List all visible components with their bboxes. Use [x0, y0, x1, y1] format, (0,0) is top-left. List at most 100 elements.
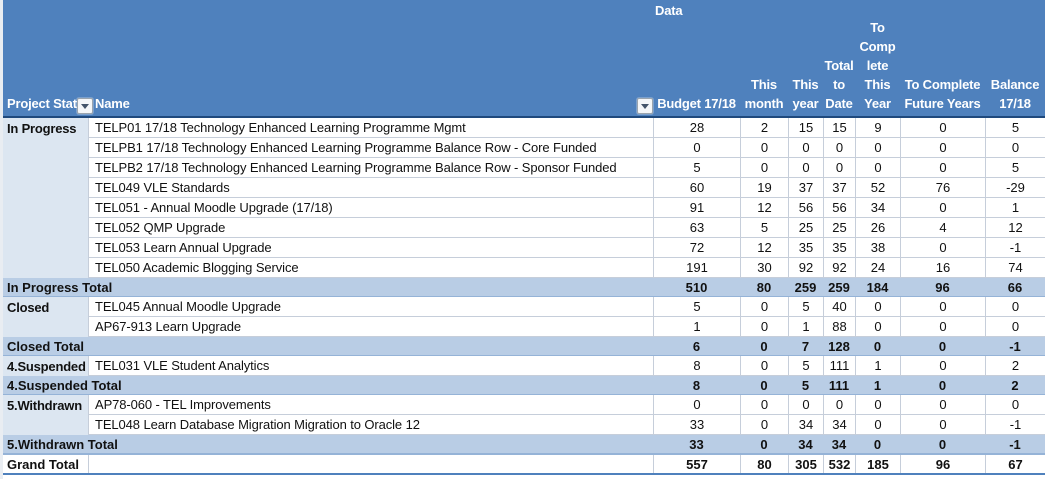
status-cell[interactable]	[3, 138, 88, 158]
value-cell[interactable]: 40	[823, 297, 855, 317]
value-cell[interactable]: 56	[788, 198, 823, 218]
value-cell[interactable]: 0	[855, 138, 900, 158]
value-cell[interactable]: -29	[985, 178, 1045, 198]
project-status-filter-button[interactable]	[77, 98, 93, 114]
column-header-budget[interactable]: Budget 17/18	[657, 96, 736, 111]
value-cell[interactable]: 1	[985, 198, 1045, 218]
value-cell[interactable]: 0	[938, 338, 947, 354]
value-cell[interactable]: 0	[788, 395, 823, 415]
name-cell[interactable]: TELPB2 17/18 Technology Enhanced Learnin…	[88, 158, 653, 178]
value-cell[interactable]: 0	[900, 198, 985, 218]
value-cell[interactable]: 34	[798, 436, 813, 452]
value-cell[interactable]: 0	[938, 377, 947, 393]
status-cell[interactable]	[3, 218, 88, 238]
status-cell[interactable]: 5.Withdrawn	[3, 395, 88, 415]
value-cell[interactable]: 24	[855, 258, 900, 278]
column-header-project-status[interactable]: Project Stat	[7, 96, 77, 111]
name-cell[interactable]: AP67-913 Learn Upgrade	[88, 317, 653, 337]
value-cell[interactable]: 0	[985, 138, 1045, 158]
value-cell[interactable]: 33	[653, 415, 740, 435]
value-cell[interactable]: 2	[740, 118, 788, 138]
value-cell[interactable]: 0	[760, 377, 768, 393]
value-cell[interactable]: 67	[985, 455, 1045, 473]
value-cell[interactable]: 0	[873, 338, 882, 354]
value-cell[interactable]: 35	[823, 238, 855, 258]
value-cell[interactable]: 33	[689, 436, 704, 452]
value-cell[interactable]: 0	[900, 138, 985, 158]
value-cell[interactable]: 0	[788, 158, 823, 178]
value-cell[interactable]: 60	[653, 178, 740, 198]
value-cell[interactable]: 0	[740, 297, 788, 317]
value-cell[interactable]: 128	[828, 338, 850, 354]
name-cell[interactable]: TEL048 Learn Database Migration Migratio…	[88, 415, 653, 435]
name-cell[interactable]: TEL052 QMP Upgrade	[88, 218, 653, 238]
status-cell[interactable]: Closed	[3, 297, 88, 317]
value-cell[interactable]: 16	[900, 258, 985, 278]
status-cell[interactable]	[3, 415, 88, 435]
value-cell[interactable]: 35	[788, 238, 823, 258]
value-cell[interactable]: 38	[855, 238, 900, 258]
value-cell[interactable]: -1	[1009, 436, 1021, 452]
value-cell[interactable]: 92	[823, 258, 855, 278]
value-cell[interactable]: 0	[938, 436, 947, 452]
grand-total-label-cell[interactable]: Grand Total	[7, 456, 79, 472]
value-cell[interactable]: 96	[900, 455, 985, 473]
value-cell[interactable]: 19	[740, 178, 788, 198]
subtotal-label-cell[interactable]: Closed Total	[7, 338, 85, 354]
value-cell[interactable]: 28	[653, 118, 740, 138]
value-cell[interactable]: 76	[900, 178, 985, 198]
value-cell[interactable]: 259	[794, 279, 817, 295]
value-cell[interactable]: 2	[985, 356, 1045, 376]
value-cell[interactable]: 5	[801, 377, 810, 393]
value-cell[interactable]: 37	[823, 178, 855, 198]
value-cell[interactable]: 0	[653, 138, 740, 158]
status-cell[interactable]: 4.Suspended	[3, 356, 88, 376]
status-cell[interactable]	[3, 158, 88, 178]
status-cell[interactable]	[3, 317, 88, 337]
value-cell[interactable]: 0	[855, 317, 900, 337]
value-cell[interactable]: 185	[855, 455, 900, 473]
status-cell[interactable]	[3, 198, 88, 218]
subtotal-label-cell[interactable]: In Progress Total	[7, 279, 113, 295]
value-cell[interactable]: 0	[985, 395, 1045, 415]
name-cell[interactable]: TEL053 Learn Annual Upgrade	[88, 238, 653, 258]
value-cell[interactable]: 88	[823, 317, 855, 337]
value-cell[interactable]: 66	[1007, 279, 1023, 295]
value-cell[interactable]: 0	[900, 297, 985, 317]
name-cell[interactable]: AP78-060 - TEL Improvements	[88, 395, 653, 415]
value-cell[interactable]: 0	[760, 436, 768, 452]
value-cell[interactable]: 0	[855, 158, 900, 178]
value-cell[interactable]: 34	[855, 198, 900, 218]
value-cell[interactable]: 1	[788, 317, 823, 337]
name-cell[interactable]: TEL049 VLE Standards	[88, 178, 653, 198]
value-cell[interactable]: 15	[823, 118, 855, 138]
name-cell[interactable]: TEL045 Annual Moodle Upgrade	[88, 297, 653, 317]
value-cell[interactable]: 0	[855, 297, 900, 317]
value-cell[interactable]: 25	[788, 218, 823, 238]
value-cell[interactable]: 12	[740, 198, 788, 218]
value-cell[interactable]: 25	[823, 218, 855, 238]
value-cell[interactable]: 532	[823, 455, 855, 473]
value-cell[interactable]: 2	[1011, 377, 1019, 393]
status-cell[interactable]	[3, 258, 88, 278]
value-cell[interactable]: 34	[831, 436, 847, 452]
value-cell[interactable]: 74	[985, 258, 1045, 278]
name-cell[interactable]: TELP01 17/18 Technology Enhanced Learnin…	[88, 118, 653, 138]
value-cell[interactable]: 7	[801, 338, 810, 354]
value-cell[interactable]: -1	[985, 238, 1045, 258]
value-cell[interactable]: 0	[740, 415, 788, 435]
name-cell[interactable]: TELPB1 17/18 Technology Enhanced Learnin…	[88, 138, 653, 158]
value-cell[interactable]: 52	[855, 178, 900, 198]
value-cell[interactable]: 0	[788, 138, 823, 158]
name-filter-button[interactable]	[637, 98, 653, 114]
value-cell[interactable]: 96	[935, 279, 950, 295]
value-cell[interactable]: 8	[692, 377, 701, 393]
value-cell[interactable]: 9	[855, 118, 900, 138]
value-cell[interactable]: 5	[740, 218, 788, 238]
value-cell[interactable]: 72	[653, 238, 740, 258]
value-cell[interactable]: 91	[653, 198, 740, 218]
value-cell[interactable]: 34	[788, 415, 823, 435]
value-cell[interactable]: 5	[653, 297, 740, 317]
value-cell[interactable]: 0	[873, 436, 882, 452]
value-cell[interactable]: 0	[740, 138, 788, 158]
